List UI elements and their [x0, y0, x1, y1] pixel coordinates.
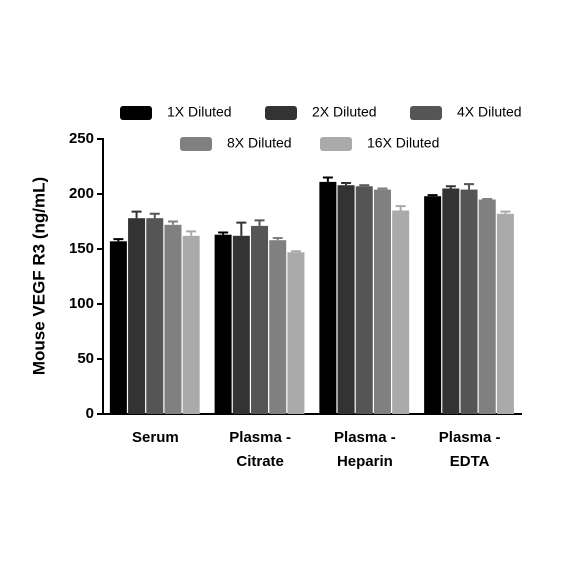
error-bar — [131, 210, 142, 219]
legend-label: 2X Diluted — [312, 104, 377, 120]
bar — [164, 224, 182, 414]
bar — [392, 210, 410, 414]
error-bar — [395, 205, 406, 211]
legend-label: 1X Diluted — [167, 104, 232, 120]
bar — [424, 196, 442, 414]
error-bar — [464, 183, 475, 190]
bar — [319, 181, 337, 414]
y-tick-label: 50 — [77, 350, 94, 367]
error-bar — [500, 210, 511, 214]
error-bar — [427, 194, 438, 197]
legend-label: 4X Diluted — [457, 104, 522, 120]
error-bar — [359, 184, 370, 187]
error-bar — [272, 237, 283, 241]
legend-label: 16X Diluted — [367, 135, 439, 151]
x-tick-label: Plasma - — [439, 429, 501, 446]
y-tick-label: 100 — [69, 295, 94, 312]
error-bar — [149, 212, 160, 219]
x-tick-label: Plasma - — [229, 429, 291, 446]
y-tick-label: 150 — [69, 240, 94, 257]
error-bar — [236, 221, 247, 236]
error-bar — [322, 176, 333, 182]
x-tick-label: Serum — [132, 429, 179, 446]
y-tick-label: 200 — [69, 185, 94, 202]
bar — [146, 218, 164, 414]
bar — [214, 234, 232, 414]
error-bar — [290, 250, 301, 253]
bar — [182, 235, 200, 414]
bar — [269, 240, 287, 414]
bar — [373, 189, 391, 414]
error-bar — [482, 197, 493, 200]
error-bar — [445, 185, 456, 189]
error-bar — [377, 187, 388, 190]
y-tick-label: 250 — [69, 130, 94, 147]
error-bar — [167, 220, 178, 225]
error-bar — [186, 230, 197, 236]
error-bar — [113, 238, 124, 242]
legend-swatch — [410, 106, 442, 120]
bar — [128, 218, 146, 414]
legend-label: 8X Diluted — [227, 135, 292, 151]
bar — [442, 188, 460, 414]
error-bar — [341, 182, 352, 186]
x-tick-label: EDTA — [450, 453, 490, 470]
bar — [496, 213, 514, 414]
x-tick-label: Plasma - — [334, 429, 396, 446]
bar — [251, 225, 269, 414]
bar — [287, 252, 305, 414]
bar — [337, 185, 355, 414]
legend-swatch — [120, 106, 152, 120]
bar — [109, 241, 127, 414]
error-bar — [218, 231, 229, 235]
x-tick-label: Heparin — [337, 453, 393, 470]
y-tick-label: 0 — [86, 405, 94, 422]
error-bar — [254, 219, 265, 226]
bar — [355, 186, 373, 414]
legend-swatch — [180, 137, 212, 151]
legend-swatch — [265, 106, 297, 120]
bar — [460, 189, 478, 414]
y-axis-label: Mouse VEGF R3 (ng/mL) — [29, 177, 48, 375]
legend-swatch — [320, 137, 352, 151]
bar — [478, 199, 496, 414]
x-tick-label: Citrate — [236, 453, 284, 470]
bar — [232, 235, 250, 414]
